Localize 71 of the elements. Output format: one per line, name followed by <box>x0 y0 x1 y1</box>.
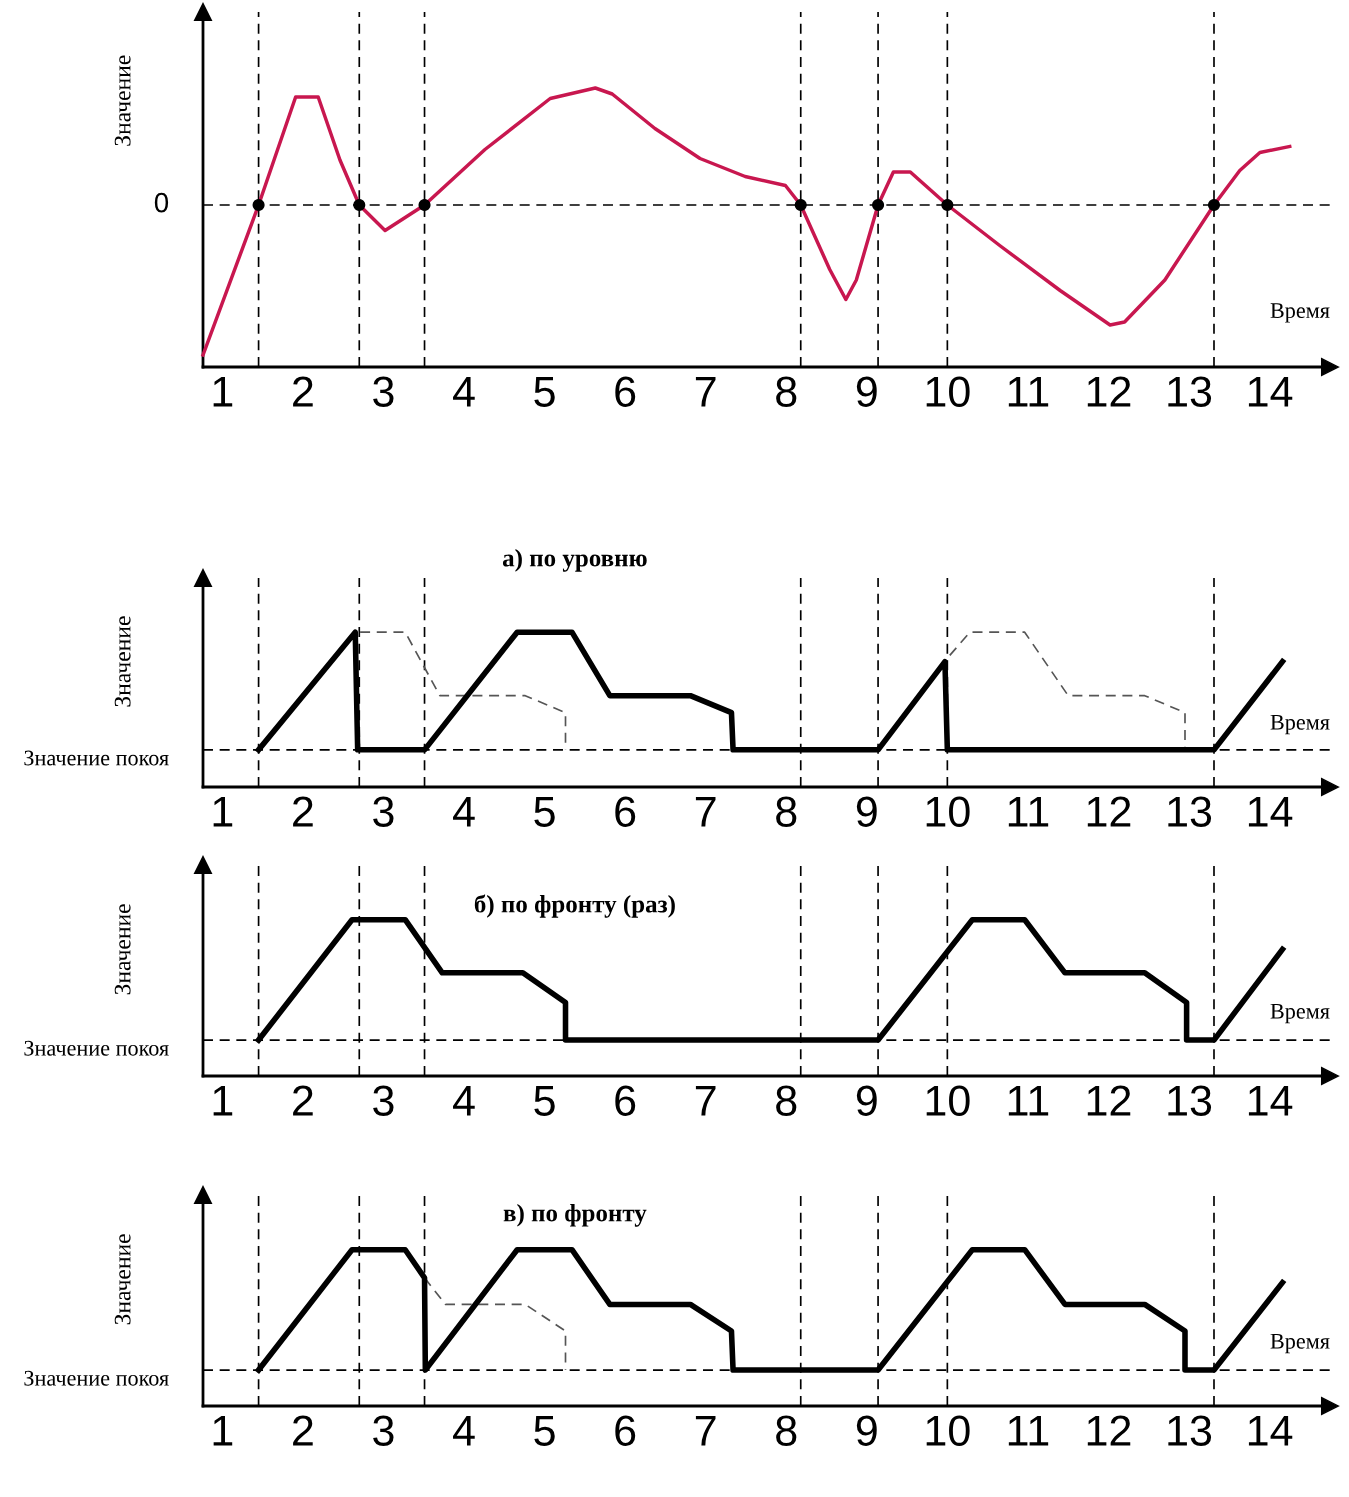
x-tick-label: 12 <box>1087 796 1131 827</box>
x-tick-label: 12 <box>1087 1085 1131 1116</box>
x-tick-label: 11 <box>1008 376 1049 407</box>
x-tick-label: 8 <box>776 1085 797 1116</box>
x-tick-label: 6 <box>615 376 636 407</box>
x-tick-label: 2 <box>293 796 313 827</box>
x-tick-label: 10 <box>926 1085 970 1116</box>
x-tick-label: 13 <box>1168 1415 1212 1446</box>
x-axis-title: Время <box>1270 1003 1330 1024</box>
x-tick-label: 2 <box>293 1415 313 1446</box>
x-tick-label: 4 <box>453 1085 475 1116</box>
x-tick-label: 5 <box>534 376 555 407</box>
x-tick-label: 10 <box>926 376 970 407</box>
x-tick-label: 3 <box>373 1085 394 1116</box>
x-tick-label: 9 <box>856 1415 877 1446</box>
x-tick-label: 13 <box>1168 376 1212 407</box>
x-tick-label: 1 <box>213 1415 233 1446</box>
x-tick-label: 6 <box>615 1085 636 1116</box>
x-tick-label: 12 <box>1087 376 1131 407</box>
x-tick-label: 14 <box>1248 376 1293 407</box>
x-tick-label: 3 <box>373 1415 394 1446</box>
x-tick-label: 4 <box>453 796 475 827</box>
x-tick-label: 11 <box>1008 1085 1049 1116</box>
y-axis-title: Значение <box>114 1234 131 1325</box>
x-tick-label: 3 <box>373 796 394 827</box>
x-tick-label: 2 <box>293 376 313 407</box>
chart-title: в) по фронту <box>503 1203 647 1227</box>
x-tick-label: 7 <box>695 1415 716 1446</box>
ref-line-label: Значение покоя <box>24 1040 169 1056</box>
ref-line-label: Значение покоя <box>24 750 169 766</box>
x-tick-label: 2 <box>293 1085 313 1116</box>
x-tick-label: 4 <box>453 1415 475 1446</box>
x-tick-label: 14 <box>1248 1085 1293 1116</box>
x-axis-title: Время <box>1270 303 1330 323</box>
x-tick-label: 7 <box>695 1085 716 1116</box>
x-tick-label: 10 <box>926 1415 970 1446</box>
x-tick-label: 13 <box>1168 1085 1212 1116</box>
x-tick-label: 7 <box>695 376 716 407</box>
x-tick-label: 1 <box>213 796 233 827</box>
x-tick-label: 6 <box>615 1415 636 1446</box>
x-tick-label: 1 <box>213 1085 233 1116</box>
x-tick-label: 10 <box>926 796 970 827</box>
x-tick-label: 14 <box>1248 1415 1293 1446</box>
y-axis-title: Значение <box>114 904 131 995</box>
x-tick-label: 6 <box>615 796 636 827</box>
x-tick-label: 8 <box>776 1415 797 1446</box>
x-tick-label: 12 <box>1087 1415 1131 1446</box>
x-tick-label: 8 <box>776 376 797 407</box>
chart-title: а) по уровню <box>502 548 647 572</box>
x-tick-label: 1 <box>213 376 233 407</box>
x-tick-label: 4 <box>453 376 475 407</box>
ref-line-label: 0 <box>154 192 169 213</box>
x-axis-title: Время <box>1270 1333 1330 1354</box>
x-tick-label: 8 <box>776 796 797 827</box>
x-tick-label: 3 <box>373 376 394 407</box>
x-tick-label: 11 <box>1008 1415 1049 1446</box>
y-axis-title: Значение <box>114 616 131 707</box>
x-tick-label: 5 <box>534 1415 555 1446</box>
x-tick-label: 14 <box>1248 796 1293 827</box>
x-tick-label: 5 <box>534 796 555 827</box>
chart-title: б) по фронту (раз) <box>474 894 675 918</box>
x-tick-label: 9 <box>856 796 877 827</box>
x-tick-label: 9 <box>856 376 877 407</box>
x-tick-label: 7 <box>695 796 716 827</box>
ref-line-label: Значение покоя <box>24 1370 169 1386</box>
x-tick-label: 13 <box>1168 796 1212 827</box>
x-tick-label: 5 <box>534 1085 555 1116</box>
x-axis-title: Время <box>1270 714 1330 735</box>
x-tick-label: 9 <box>856 1085 877 1116</box>
x-tick-label: 11 <box>1008 796 1049 827</box>
y-axis-title: Значение <box>114 55 131 146</box>
